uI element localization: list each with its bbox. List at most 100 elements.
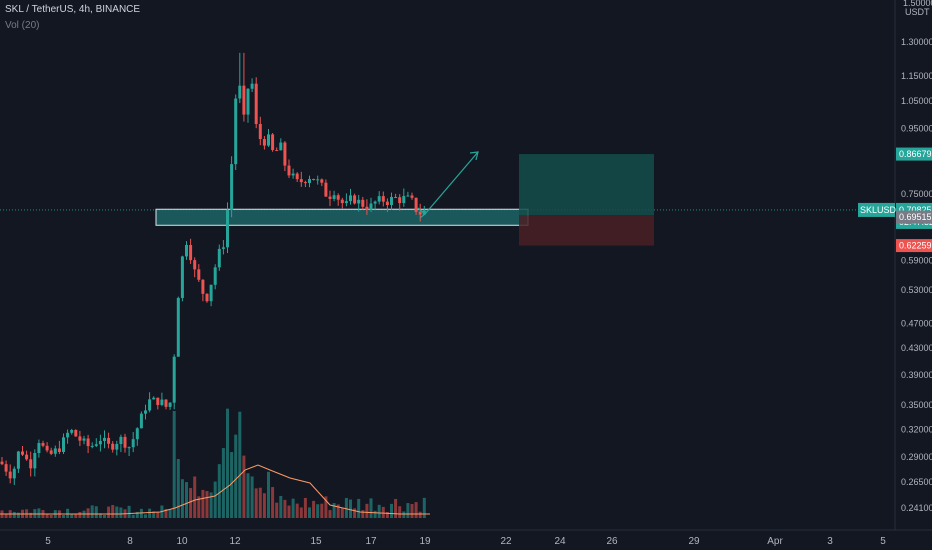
volume-bar (176, 459, 180, 518)
price-tick-label: 0.35000 (901, 400, 932, 410)
candle-body (139, 413, 143, 429)
candle-body (45, 445, 49, 451)
candle-body (168, 402, 172, 407)
candle-body (230, 164, 234, 210)
candle-body (394, 197, 398, 199)
time-axis[interactable]: 5 8 10 12 15 17 19 22 24 26 29 Apr 3 5 (0, 529, 932, 547)
volume-bar (275, 502, 279, 518)
time-tick-label: 12 (229, 536, 241, 547)
volume-bar (103, 514, 106, 518)
candle-body (25, 454, 29, 460)
candle-body (111, 443, 115, 450)
drawing-layer (0, 154, 895, 246)
candle-body (123, 436, 127, 448)
price-tick-label: 0.59000 (901, 255, 932, 265)
candle-body (238, 85, 242, 99)
volume-bar (189, 488, 193, 518)
volume-bar (115, 506, 119, 518)
candle-body (185, 245, 188, 257)
volume-bar (340, 507, 344, 518)
candle-body (336, 195, 340, 200)
volume-bar (242, 455, 246, 518)
candle-body (4, 464, 8, 472)
volume-bar (254, 488, 258, 518)
volume-bar (324, 496, 328, 518)
symbol-tag-label: SKLUSDT (860, 205, 902, 215)
price-axis[interactable]: 1.50000USDT 1.30000 1.15000 1.05000 0.95000 0… (894, 0, 932, 530)
time-tick-label: 19 (419, 536, 431, 547)
candle-body (209, 284, 213, 302)
volume-bar (164, 509, 168, 518)
volume-bar (230, 452, 234, 518)
annotations (417, 151, 479, 219)
volume-ma-line (0, 464, 430, 515)
candle-body (365, 206, 369, 210)
candle-body (226, 209, 229, 248)
candle-body (418, 211, 422, 215)
candle-body (144, 410, 147, 414)
candle-body (328, 196, 332, 199)
candle-body (33, 452, 37, 469)
candle-body (316, 179, 320, 181)
candle-body (234, 98, 238, 165)
price-tick-label: 0.43000 (901, 343, 932, 353)
candle-body (152, 397, 156, 400)
candle-body (115, 444, 119, 450)
price-tick-label: 0.26500 (901, 477, 932, 487)
volume-bar (332, 503, 336, 518)
candle-body (312, 178, 316, 180)
price-tick-label: 0.75000 (901, 189, 932, 199)
volume-bar (119, 507, 123, 518)
candle-body (8, 471, 12, 479)
candle-body (398, 197, 402, 204)
candle-body (332, 195, 336, 199)
volume-bar (12, 511, 16, 518)
candle-body (78, 436, 82, 441)
stop-price-tag-label: 0.62259 (899, 241, 932, 251)
volume-bar (180, 479, 184, 518)
candle-body (283, 142, 287, 166)
time-tick-label: 15 (310, 536, 322, 547)
time-tick-label: 5 (880, 536, 886, 547)
candle-body (246, 88, 250, 115)
long-position-loss (519, 215, 654, 246)
volume-bar (111, 505, 115, 518)
candle-body (0, 461, 4, 465)
volume-bar (361, 510, 365, 518)
candle-body (385, 201, 389, 206)
candle-body (148, 399, 152, 411)
candle-body (127, 447, 131, 449)
entry-price-tag (896, 210, 932, 224)
price-tags: 0.86679SKLUSDT0.7082502:47:320.695150.62… (858, 147, 932, 253)
trend-arrow-tail (417, 207, 426, 219)
candle-body (12, 468, 16, 479)
volume-bar (70, 514, 74, 518)
volume-bar (193, 476, 197, 518)
volume-bar (328, 510, 332, 518)
candle-body (98, 440, 102, 445)
volume-bar (422, 497, 426, 518)
volume-bar (271, 487, 275, 518)
candle-body (193, 260, 197, 270)
volume-bar (267, 471, 270, 518)
candle-body (176, 297, 180, 357)
candle-body (90, 445, 94, 447)
candle-body (197, 269, 201, 280)
volume-bar (365, 503, 369, 518)
price-tick-label: 0.95000 (901, 124, 932, 134)
volume-bar (414, 502, 418, 518)
candle-body (254, 83, 258, 124)
candle-body (353, 195, 357, 204)
volume-bar (353, 508, 357, 518)
candle-body (308, 178, 311, 183)
volume-bar (312, 500, 316, 518)
candle-body (258, 123, 262, 140)
candle-body (189, 245, 193, 261)
volume-bar (377, 504, 381, 518)
candle-body (82, 438, 86, 441)
volume-bar (172, 411, 176, 518)
volume-bar (410, 504, 414, 518)
volume-bar (37, 508, 41, 518)
time-tick-label: 3 (827, 536, 833, 547)
